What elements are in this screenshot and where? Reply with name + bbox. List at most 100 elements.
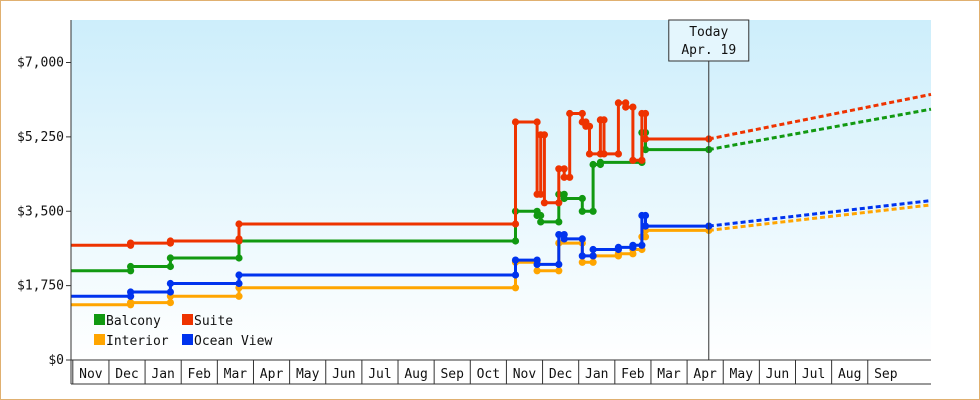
data-point bbox=[127, 262, 135, 271]
data-point bbox=[622, 103, 630, 111]
data-point bbox=[578, 194, 586, 203]
legend-label: Ocean View bbox=[194, 334, 272, 349]
x-tick-label: Sep bbox=[874, 367, 898, 382]
data-point bbox=[235, 279, 243, 288]
series-forecast-line bbox=[708, 203, 932, 232]
x-tick-label: Apr bbox=[260, 367, 284, 382]
data-point bbox=[555, 218, 563, 226]
data-point bbox=[641, 233, 650, 241]
data-point bbox=[555, 267, 563, 275]
today-marker: Today Apr. 19 bbox=[668, 19, 750, 360]
data-point bbox=[166, 254, 174, 262]
data-point bbox=[566, 109, 574, 118]
series-forecast-line bbox=[708, 107, 932, 152]
x-tick-label: Sep bbox=[440, 367, 464, 382]
data-point bbox=[555, 199, 563, 207]
data-point bbox=[235, 220, 243, 228]
data-point bbox=[589, 160, 597, 169]
data-point bbox=[560, 173, 568, 181]
data-point bbox=[614, 150, 623, 158]
x-tick-label: Feb bbox=[188, 367, 212, 382]
data-point bbox=[596, 158, 605, 166]
data-point bbox=[566, 173, 574, 181]
series-ocean-view bbox=[71, 199, 932, 300]
data-point bbox=[578, 252, 586, 260]
data-point bbox=[585, 150, 594, 158]
x-tick-label: Dec bbox=[115, 367, 138, 382]
data-point bbox=[235, 235, 243, 243]
today-label-box bbox=[668, 19, 750, 62]
data-point bbox=[540, 131, 549, 139]
data-point bbox=[585, 122, 594, 130]
data-point bbox=[641, 211, 650, 220]
data-point bbox=[166, 288, 174, 296]
data-point bbox=[614, 99, 623, 107]
x-tick-label: Jun bbox=[766, 367, 789, 382]
series-forecast-line bbox=[708, 199, 932, 228]
data-point bbox=[537, 218, 545, 226]
y-tick-label: $1,750 bbox=[17, 279, 64, 294]
data-point bbox=[511, 237, 520, 245]
data-point bbox=[629, 156, 637, 164]
data-point bbox=[235, 292, 243, 300]
data-point bbox=[537, 190, 545, 198]
data-point bbox=[537, 211, 545, 220]
y-tick-label: $0 bbox=[48, 353, 64, 368]
x-tick-label: Mar bbox=[224, 367, 248, 382]
data-point bbox=[589, 252, 597, 260]
y-tick-label: $5,250 bbox=[17, 130, 64, 145]
axis-layer: $0 $1,750 $3,500 $5,250 $7,000 Nov Dec Jan Feb Ma… bbox=[17, 20, 931, 385]
data-point bbox=[127, 239, 135, 247]
data-point bbox=[235, 254, 243, 262]
series-layer bbox=[71, 92, 932, 309]
data-point bbox=[127, 299, 135, 307]
series-suite bbox=[71, 92, 932, 249]
data-point bbox=[511, 118, 520, 126]
x-tick-label: May bbox=[296, 367, 320, 382]
series-line bbox=[71, 131, 709, 273]
data-point bbox=[511, 271, 520, 279]
data-point bbox=[578, 207, 586, 215]
x-tick-label: Apr bbox=[693, 367, 717, 382]
x-tick-label: Nov bbox=[79, 367, 103, 382]
x-tick-label: May bbox=[730, 367, 754, 382]
data-point bbox=[638, 241, 646, 249]
data-point bbox=[578, 235, 586, 243]
x-tick-label: Nov bbox=[513, 367, 537, 382]
legend-swatch bbox=[94, 314, 105, 325]
x-tick-label: Feb bbox=[621, 367, 645, 382]
x-tick-label: Jan bbox=[151, 367, 174, 382]
data-point bbox=[638, 156, 646, 164]
data-point bbox=[166, 279, 174, 288]
data-point bbox=[533, 267, 541, 275]
data-point bbox=[560, 235, 568, 243]
today-label: Today bbox=[689, 25, 728, 40]
data-point bbox=[560, 165, 568, 173]
data-point bbox=[641, 135, 650, 143]
data-point bbox=[511, 256, 520, 264]
data-point bbox=[578, 258, 586, 266]
data-point bbox=[511, 220, 520, 228]
data-point bbox=[235, 271, 243, 279]
data-point bbox=[560, 194, 568, 203]
y-tick-label: $7,000 bbox=[17, 56, 64, 71]
data-point bbox=[641, 146, 650, 154]
data-point bbox=[555, 260, 563, 268]
data-point bbox=[589, 258, 597, 266]
x-tick-label: Jun bbox=[332, 367, 355, 382]
plot-area bbox=[71, 20, 931, 360]
x-tick-label: Mar bbox=[657, 367, 681, 382]
data-point bbox=[589, 245, 597, 254]
data-point bbox=[533, 260, 541, 268]
legend-swatch bbox=[94, 334, 105, 345]
legend-label: Suite bbox=[194, 314, 233, 329]
data-point bbox=[533, 118, 541, 126]
data-point bbox=[614, 243, 623, 251]
today-date: Apr. 19 bbox=[681, 43, 736, 58]
data-point bbox=[629, 103, 637, 111]
legend-label: Balcony bbox=[106, 314, 161, 329]
y-tick-label: $3,500 bbox=[17, 204, 64, 219]
legend-label: Interior bbox=[106, 334, 169, 349]
data-point bbox=[166, 237, 174, 245]
series-forecast-line bbox=[708, 92, 932, 141]
